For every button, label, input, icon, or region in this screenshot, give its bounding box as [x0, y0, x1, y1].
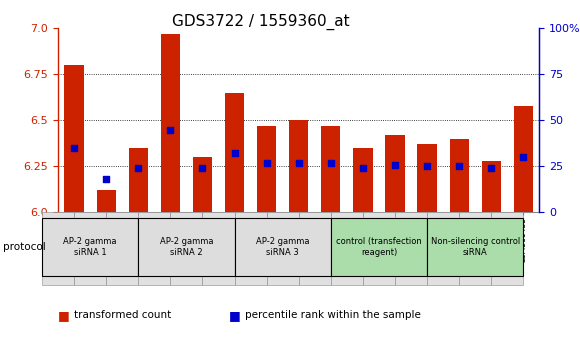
Bar: [129, 148, 148, 212]
Point: [230, 151, 239, 156]
Text: percentile rank within the sample: percentile rank within the sample: [245, 310, 421, 320]
Text: protocol: protocol: [3, 242, 46, 252]
Bar: [289, 120, 309, 212]
Bar: [321, 126, 340, 212]
Bar: [385, 135, 405, 212]
Bar: [418, 144, 437, 212]
Point: [455, 164, 464, 169]
Bar: [353, 148, 372, 212]
Bar: [481, 161, 501, 212]
Text: Non-silencing control
siRNA: Non-silencing control siRNA: [430, 237, 520, 257]
Text: ■: ■: [229, 309, 241, 321]
Text: control (transfection
reagent): control (transfection reagent): [336, 237, 422, 257]
Point: [519, 154, 528, 160]
Point: [166, 127, 175, 132]
Bar: [64, 65, 84, 212]
Point: [198, 165, 207, 171]
Point: [133, 165, 143, 171]
Bar: [193, 157, 212, 212]
Bar: [225, 93, 244, 212]
Point: [487, 165, 496, 171]
Text: AP-2 gamma
siRNA 2: AP-2 gamma siRNA 2: [160, 237, 213, 257]
Point: [294, 160, 303, 166]
Text: AP-2 gamma
siRNA 3: AP-2 gamma siRNA 3: [256, 237, 309, 257]
Bar: [514, 105, 533, 212]
Point: [422, 164, 432, 169]
Text: GDS3722 / 1559360_at: GDS3722 / 1559360_at: [172, 14, 350, 30]
Point: [390, 162, 400, 167]
Bar: [96, 190, 116, 212]
Point: [70, 145, 79, 151]
Bar: [257, 126, 276, 212]
Text: transformed count: transformed count: [74, 310, 172, 320]
Bar: [450, 139, 469, 212]
Text: AP-2 gamma
siRNA 1: AP-2 gamma siRNA 1: [63, 237, 117, 257]
Point: [102, 176, 111, 182]
Text: ■: ■: [58, 309, 70, 321]
Bar: [161, 34, 180, 212]
Point: [358, 165, 368, 171]
Point: [326, 160, 335, 166]
Point: [262, 160, 271, 166]
